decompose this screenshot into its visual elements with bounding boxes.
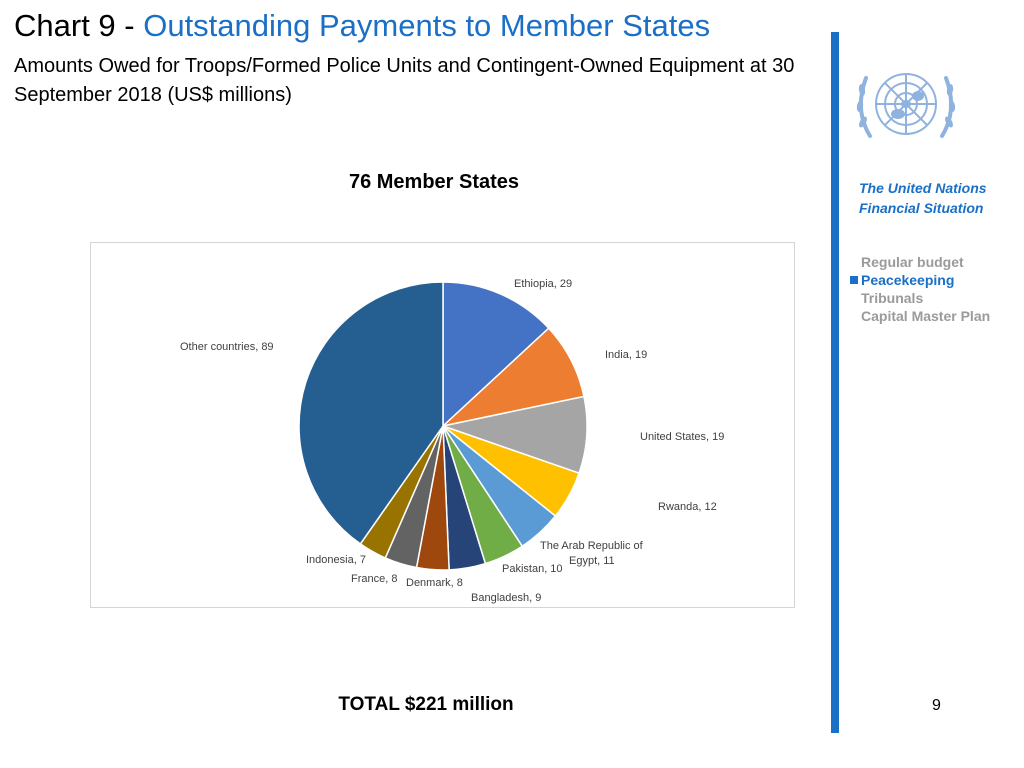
data-label-indonesia: Indonesia, 7 (306, 554, 366, 566)
sidebar-title: The United Nations Financial Situation (859, 178, 987, 218)
chart-subtitle: Amounts Owed for Troops/Formed Police Un… (14, 55, 795, 106)
nav-item-capital-master-plan[interactable]: Capital Master Plan (861, 308, 991, 324)
nav-item-peacekeeping[interactable]: Peacekeeping (850, 271, 990, 289)
vertical-divider (831, 32, 839, 733)
pie-slice-other-countries (298, 281, 444, 545)
data-label-other-countries: Other countries, 89 (180, 341, 274, 353)
page-number: 9 (932, 697, 941, 714)
chart-title: Chart 9 - Outstanding Payments to Member… (14, 8, 710, 44)
pie-chart: Ethiopia, 29 India, 19 United States, 19 Rw… (180, 278, 724, 604)
nav-item-peacekeeping-label: Peacekeeping (861, 272, 955, 288)
sidebar-title-line-2: Financial Situation (859, 200, 984, 216)
nav-item-regular-budget[interactable]: Regular budget (861, 254, 964, 270)
data-label-pakistan: Pakistan, 10 (502, 563, 563, 575)
data-label-the-arab-republic-of-egypt-line-1: The Arab Republic of (540, 540, 644, 552)
total-amount: TOTAL $221 million (338, 694, 514, 715)
pie-chart-heading: 76 Member States (348, 171, 520, 193)
active-marker-icon (850, 276, 858, 284)
pie-slice-ethiopia (442, 281, 550, 428)
sidebar-title-line-1: The United Nations (859, 180, 987, 196)
pie-chart-frame: Ethiopia, 29 India, 19 United States, 19 Rw… (90, 242, 795, 608)
nav-item-tribunals[interactable]: Tribunals (861, 290, 924, 306)
chart-number: Chart 9 - (14, 8, 144, 43)
data-label-ethiopia: Ethiopia, 29 (514, 278, 572, 290)
data-label-united-states: United States, 19 (640, 431, 724, 443)
chart-title-text: Outstanding Payments to Member States (143, 8, 711, 43)
data-label-rwanda: Rwanda, 12 (658, 501, 717, 513)
data-label-france: France, 8 (351, 573, 397, 585)
data-label-india: India, 19 (605, 349, 647, 361)
data-label-the-arab-republic-of-egypt-line-2: Egypt, 11 (569, 555, 615, 567)
data-label-bangladesh: Bangladesh, 9 (471, 592, 541, 604)
data-label-denmark: Denmark, 8 (406, 577, 463, 589)
section-nav: Regular budget Peacekeeping Tribunals Ca… (850, 253, 991, 325)
un-emblem-icon (856, 73, 956, 138)
